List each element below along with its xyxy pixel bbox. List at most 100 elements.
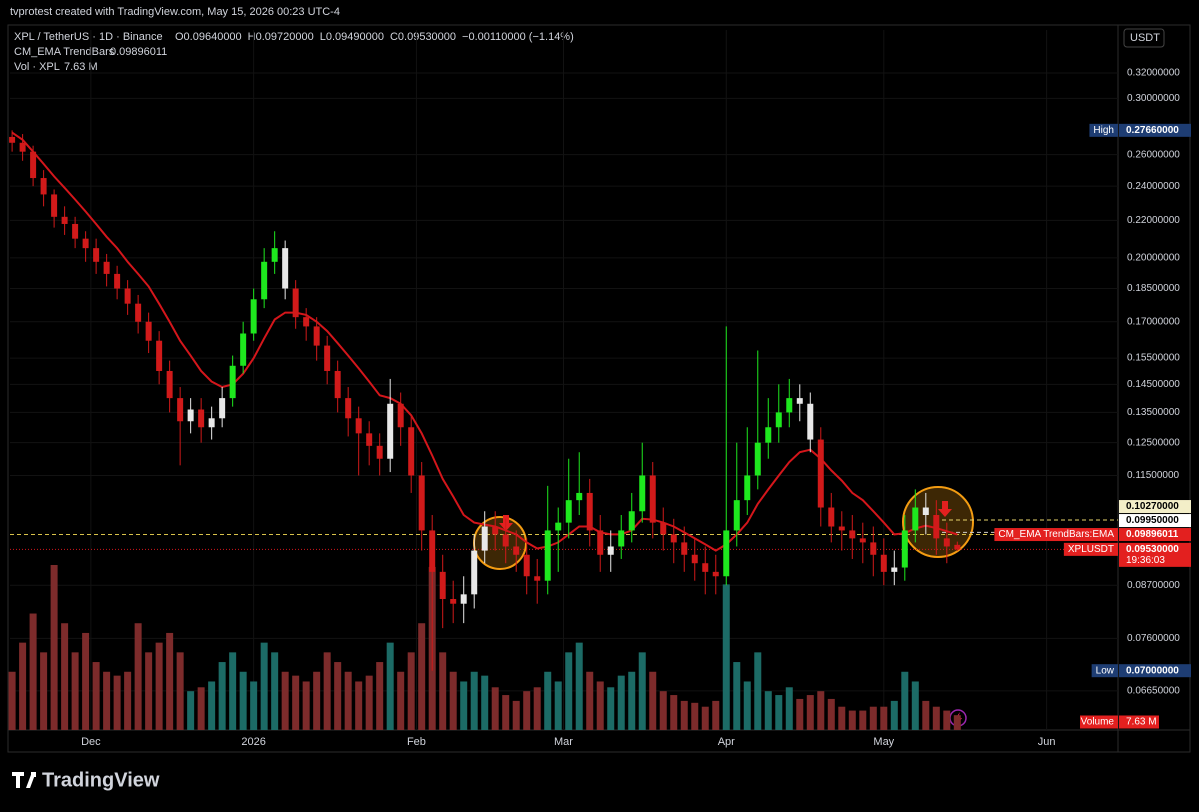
y-tick-label: 0.18500000: [1127, 283, 1180, 294]
y-tick-label: 0.14500000: [1127, 379, 1180, 390]
volume-bar: [113, 675, 121, 730]
y-tick-label: 0.06650000: [1127, 686, 1180, 697]
price-label-name: XPLUSDT: [1068, 544, 1114, 555]
volume-bar: [523, 691, 531, 730]
candle-body: [103, 261, 110, 274]
y-tick-label: 0.11500000: [1127, 470, 1180, 481]
x-tick-label: Apr: [718, 736, 735, 748]
volume-bar: [565, 652, 573, 730]
volume-bar: [376, 662, 384, 730]
x-tick-label: Feb: [407, 736, 426, 748]
candle-body: [534, 576, 541, 581]
candle-body: [19, 142, 26, 152]
y-tick-label: 0.12500000: [1127, 437, 1180, 448]
candle-body: [271, 248, 278, 262]
candle-body: [471, 550, 478, 595]
ohlc-value: C0.09530000: [390, 31, 456, 43]
candle-body: [765, 427, 772, 443]
candle-body: [775, 412, 782, 428]
candle-body: [849, 530, 856, 539]
candle-body: [460, 594, 467, 604]
price-label-name: High: [1093, 125, 1114, 136]
candle-body: [250, 299, 257, 334]
volume-bar: [502, 695, 510, 730]
volume-bar: [40, 652, 48, 730]
volume-bar: [239, 671, 247, 730]
candle-body: [733, 500, 740, 531]
price-label-name-box: [994, 528, 1118, 542]
price-label-box: [1119, 500, 1191, 514]
volume-bar: [596, 681, 604, 730]
volume-bar: [680, 700, 688, 730]
volume-bar: [92, 662, 100, 730]
candle-body: [544, 530, 551, 581]
candle-body: [954, 544, 961, 550]
y-tick-label: 0.08700000: [1127, 580, 1180, 591]
volume-bar: [82, 632, 90, 730]
volume-bar: [460, 681, 468, 730]
candle-body: [649, 475, 656, 523]
currency[interactable]: USDT: [1130, 32, 1160, 44]
candle-body: [943, 538, 950, 547]
candle-body: [450, 598, 457, 604]
volume-bar: [712, 700, 720, 730]
price-label-sub: 19:36:03: [1126, 555, 1165, 566]
candle-body: [61, 216, 68, 224]
volume-bar: [355, 681, 363, 730]
volume-bar: [512, 700, 520, 730]
volume-bar: [481, 675, 489, 730]
volume-bar: [386, 642, 394, 730]
volume-bar: [901, 671, 909, 730]
volume-bar: [313, 671, 321, 730]
candle-body: [114, 273, 121, 289]
symbol: XPL / TetherUS · 1D · Binance: [14, 31, 163, 43]
volume-bar: [859, 710, 867, 730]
candle-body: [345, 398, 352, 419]
legend: XPL / TetherUS · 1D · Binance CM_EMA Tre…: [14, 31, 574, 73]
candle-body: [219, 398, 226, 419]
price-label-name: CM_EMA TrendBars:EMA: [998, 529, 1114, 540]
candle-body: [754, 442, 761, 476]
volume-bar: [575, 642, 583, 730]
volume-value-box: [1119, 715, 1159, 729]
volume-bar: [827, 698, 835, 730]
currency-button[interactable]: [1123, 28, 1165, 48]
volume-value: 7.63 M: [1126, 717, 1157, 728]
volume-bar: [197, 687, 205, 730]
price-label-box: [1119, 123, 1191, 137]
candle-body: [187, 409, 194, 422]
candle-body: [796, 398, 803, 404]
volume-bar: [691, 702, 699, 730]
candle-body: [418, 475, 425, 531]
candle-body: [618, 530, 625, 547]
volume-bar: [544, 671, 552, 730]
volume-bar: [796, 698, 804, 730]
candle-body: [124, 288, 131, 304]
candle-body: [702, 563, 709, 572]
volume-bar: [733, 662, 741, 730]
volume-bar: [932, 706, 940, 730]
candle-body: [744, 475, 751, 501]
price-label-box: [1119, 528, 1191, 542]
candle-body: [40, 178, 47, 195]
candle-body: [397, 403, 404, 428]
volume-bar: [218, 662, 226, 730]
volume-bar: [806, 695, 814, 730]
volume-bar: [943, 710, 951, 730]
volume-bar: [775, 695, 783, 730]
volume-bar: [29, 613, 37, 730]
x-tick-label: Jun: [1038, 736, 1056, 748]
volume-bar: [145, 652, 153, 730]
y-tick-label: 0.26000000: [1127, 149, 1180, 160]
candle-body: [51, 194, 58, 217]
candle-body: [565, 500, 572, 523]
candle-body: [807, 403, 814, 440]
ohlc-value: H0.09720000: [248, 31, 314, 43]
volume-bar: [470, 671, 478, 730]
brand-logo: [12, 772, 36, 788]
price-label: 0.10270000: [1126, 501, 1179, 512]
volume-bar: [785, 687, 793, 730]
ohlc-value: −0.00110000 (−1.14%): [462, 31, 574, 43]
candle-body: [261, 261, 268, 300]
volume-bar: [439, 652, 447, 730]
